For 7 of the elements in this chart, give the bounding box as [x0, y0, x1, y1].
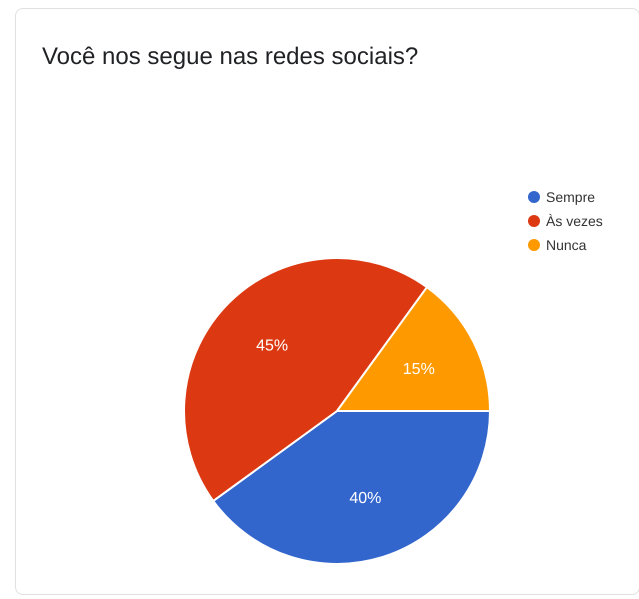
data-label: 45%: [256, 338, 288, 355]
legend-label: Às vezes: [546, 212, 603, 231]
data-label: 15%: [402, 360, 435, 378]
chart-title: Você nos segue nas redes sociais?: [42, 43, 418, 71]
data-label: 40%: [349, 490, 382, 507]
legend-label: Nunca: [546, 236, 586, 255]
legend-label: Sempre: [546, 188, 596, 207]
